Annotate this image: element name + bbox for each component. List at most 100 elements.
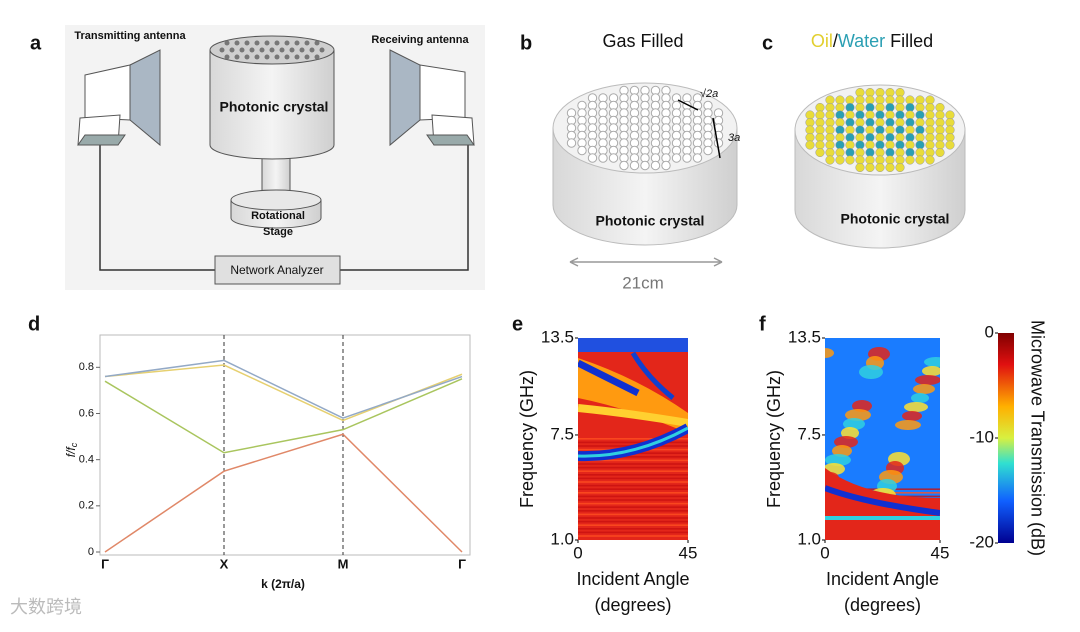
y-tick-label: 1.0 bbox=[797, 529, 821, 548]
y-tick-label: 0 bbox=[88, 546, 94, 558]
heat-stripe bbox=[578, 492, 688, 494]
holes bbox=[566, 85, 724, 171]
heat-stripe bbox=[578, 438, 688, 440]
hole bbox=[219, 47, 225, 53]
hole bbox=[314, 40, 320, 46]
hole bbox=[264, 40, 270, 46]
x-tick-label: 0 bbox=[573, 543, 582, 562]
colorbar-tick-label: 0 bbox=[985, 322, 994, 341]
y-tick-label: 0.4 bbox=[79, 454, 94, 466]
y-tick-label: 0.2 bbox=[79, 500, 94, 512]
heat-region bbox=[578, 338, 688, 352]
panel-label: f bbox=[759, 313, 766, 335]
hole bbox=[234, 40, 240, 46]
hole bbox=[661, 160, 671, 171]
label: Rotational bbox=[251, 210, 305, 222]
heat-blob bbox=[913, 384, 935, 394]
width-arrow bbox=[569, 257, 723, 267]
cable bbox=[99, 140, 469, 271]
heat-band bbox=[825, 485, 940, 516]
label: 3a bbox=[728, 132, 740, 144]
stage-top bbox=[230, 189, 322, 211]
hole bbox=[945, 140, 955, 150]
heat-stripe bbox=[578, 513, 688, 516]
heatmap-image bbox=[825, 338, 940, 540]
panel-title: Gas Filled bbox=[602, 31, 683, 51]
heat-blob bbox=[825, 348, 834, 358]
hole bbox=[274, 40, 280, 46]
panel-label: b bbox=[520, 32, 532, 54]
hole bbox=[254, 40, 260, 46]
panel-label: a bbox=[30, 32, 42, 54]
hole bbox=[279, 47, 285, 53]
heat-band bbox=[630, 351, 675, 400]
heat-blob bbox=[895, 420, 921, 430]
x-tick-label: Γ bbox=[458, 556, 466, 571]
hole bbox=[299, 47, 305, 53]
y-tick-label: 1.0 bbox=[550, 529, 574, 548]
hole bbox=[304, 40, 310, 46]
panel-b: b Gas Filled √2a 3a Photonic crystal 21c… bbox=[520, 31, 740, 293]
x-tick-label: 45 bbox=[931, 543, 950, 562]
hole bbox=[885, 162, 895, 173]
hole bbox=[671, 153, 682, 163]
label: Stage bbox=[263, 226, 293, 238]
x-tick-label: X bbox=[220, 556, 229, 571]
hole bbox=[229, 47, 235, 53]
heat-blob bbox=[825, 454, 851, 466]
heat-blob bbox=[922, 366, 940, 376]
heat-stripe bbox=[578, 517, 688, 519]
y-axis-label: Frequency (GHz) bbox=[517, 370, 537, 508]
label: Photonic crystal bbox=[220, 99, 329, 115]
hole bbox=[825, 155, 835, 165]
heat-stripe bbox=[578, 459, 688, 462]
heat-blob bbox=[845, 409, 871, 421]
hole bbox=[865, 162, 875, 173]
label-part: c bbox=[69, 442, 79, 447]
heat-stripe bbox=[578, 531, 688, 534]
hole bbox=[640, 160, 650, 171]
hole bbox=[608, 153, 619, 163]
heat-stripe bbox=[578, 535, 688, 537]
title-part: Oil bbox=[811, 31, 833, 51]
heat-stripe bbox=[578, 456, 688, 458]
heat-stripe bbox=[578, 510, 688, 512]
colorbar-tick-label: -10 bbox=[969, 427, 994, 446]
hole bbox=[805, 140, 815, 150]
heat-blob bbox=[832, 445, 852, 457]
heat-stripe bbox=[578, 481, 688, 483]
holes bbox=[805, 87, 955, 173]
y-tick-label: 13.5 bbox=[788, 327, 821, 346]
label: Receiving antenna bbox=[371, 34, 469, 46]
hole bbox=[935, 147, 945, 158]
heat-blob bbox=[902, 411, 922, 421]
hole bbox=[224, 40, 230, 46]
crystal-body bbox=[209, 50, 335, 160]
panel-c: c Oil/Water Filled Photonic crystal bbox=[762, 31, 966, 249]
title-part: / bbox=[833, 31, 838, 51]
hole bbox=[650, 160, 661, 171]
heat-band bbox=[578, 426, 688, 458]
x-axis-label: (degrees) bbox=[844, 595, 921, 615]
title-part: Water bbox=[838, 31, 885, 51]
y-tick-label: 0.6 bbox=[79, 407, 94, 419]
hole bbox=[294, 40, 300, 46]
hole bbox=[264, 54, 270, 60]
hole bbox=[314, 54, 320, 60]
hole bbox=[629, 160, 640, 171]
heat-blob bbox=[841, 427, 859, 439]
hole bbox=[587, 153, 598, 163]
heat-stripe bbox=[578, 441, 688, 444]
y-tick-label: 7.5 bbox=[550, 424, 574, 443]
heat-stripe bbox=[578, 506, 688, 508]
title-part: Filled bbox=[885, 31, 933, 51]
receiving-antenna bbox=[389, 49, 475, 147]
colorbar-label: Microwave Transmission (dB) bbox=[1027, 320, 1047, 556]
hole bbox=[269, 47, 275, 53]
hole bbox=[598, 153, 608, 163]
hole bbox=[915, 155, 925, 165]
hole bbox=[855, 162, 865, 173]
hole bbox=[566, 138, 577, 148]
hole bbox=[319, 47, 325, 53]
hole bbox=[249, 47, 255, 53]
